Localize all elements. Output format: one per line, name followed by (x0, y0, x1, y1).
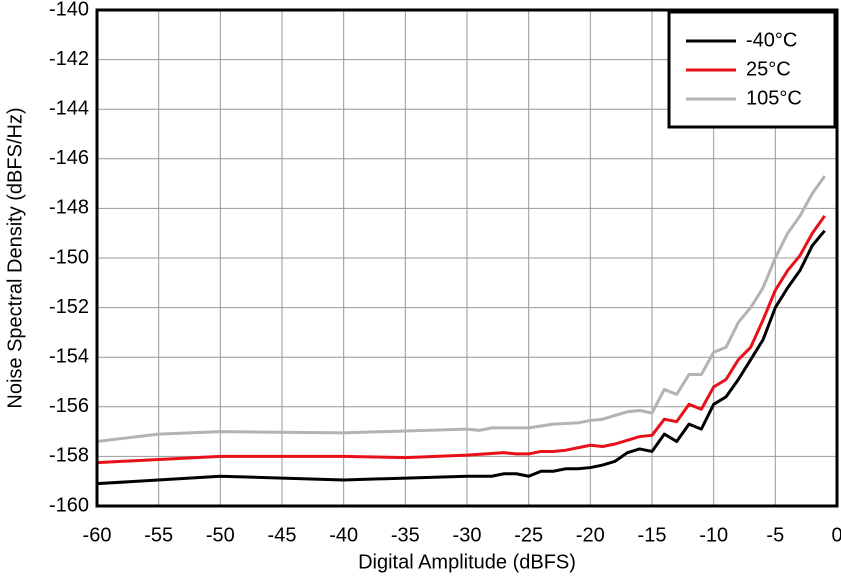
x-tick-label: -25 (514, 524, 543, 546)
line (96, 175, 826, 444)
y-tick-label: -158 (49, 445, 89, 467)
y-tick-label: -156 (49, 395, 89, 417)
x-tick-label: -15 (638, 524, 667, 546)
x-tick-label: 0 (831, 524, 841, 546)
y-tick-label: -146 (49, 147, 89, 169)
x-tick-label: -40 (329, 524, 358, 546)
y-tick-label: -150 (49, 246, 89, 268)
x-tick-label: -20 (576, 524, 605, 546)
legend-label: -40°C (746, 29, 797, 51)
x-tick-label: -50 (206, 524, 235, 546)
y-axis-title: Noise Spectral Density (dBFS/Hz) (4, 107, 26, 408)
x-tick-label: -45 (268, 524, 297, 546)
x-tick-label: -60 (83, 524, 112, 546)
x-tick-label: -5 (766, 524, 784, 546)
x-tick-label: -55 (144, 524, 173, 546)
x-tick-label: -30 (453, 524, 482, 546)
y-tick-label: -144 (49, 97, 89, 119)
legend-label: 105°C (746, 87, 802, 109)
y-tick-label: -154 (49, 345, 89, 367)
x-tick-label: -10 (699, 524, 728, 546)
line (96, 229, 826, 486)
legend-label: 25°C (746, 58, 791, 80)
legend-box (667, 10, 837, 129)
y-tick-label: -148 (49, 197, 89, 219)
line (96, 214, 826, 465)
y-tick-label: -152 (49, 296, 89, 318)
y-tick-label: -160 (49, 494, 89, 516)
plot-frame (95, 8, 839, 508)
x-axis-title: Digital Amplitude (dBFS) (358, 551, 576, 573)
y-tick-label: -140 (49, 0, 89, 20)
y-tick-label: -142 (49, 48, 89, 70)
x-tick-label: -35 (391, 524, 420, 546)
